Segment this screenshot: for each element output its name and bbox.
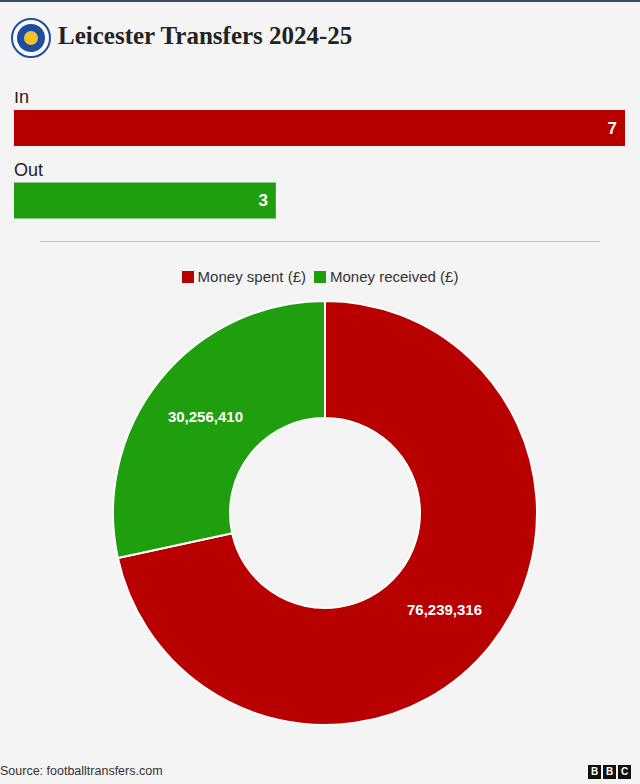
svg-text:Out: Out bbox=[14, 160, 43, 180]
svg-text:76,239,316: 76,239,316 bbox=[407, 601, 482, 618]
html-text:Money received (£): Money received (£) bbox=[330, 268, 459, 285]
html-text:Source: footballtransfers.com: Source: footballtransfers.com bbox=[0, 764, 163, 778]
svg-text:30,256,410: 30,256,410 bbox=[168, 408, 243, 425]
html-text:B: B bbox=[605, 766, 614, 777]
svg-text:3: 3 bbox=[258, 191, 267, 210]
html-text:Leicester Transfers 2024-25: Leicester Transfers 2024-25 bbox=[58, 22, 353, 49]
html-text:B: B bbox=[590, 766, 599, 777]
html-text:Money spent (£): Money spent (£) bbox=[197, 268, 306, 285]
svg-text:In: In bbox=[14, 92, 29, 107]
svg-text:7: 7 bbox=[608, 119, 617, 138]
html-text:C: C bbox=[620, 766, 629, 777]
